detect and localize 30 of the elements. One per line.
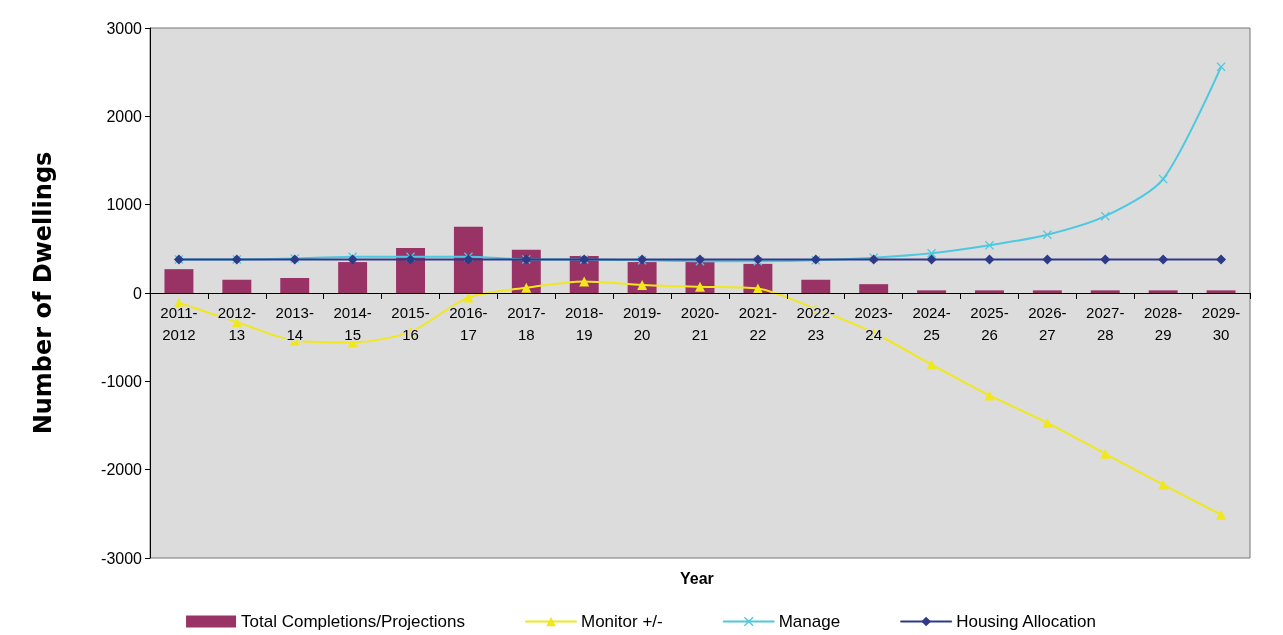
x-axis-title: Year — [680, 569, 714, 587]
legend-label: Total Completions/Projections — [241, 612, 465, 631]
legend-label: Monitor +/- — [580, 612, 663, 631]
x-tick-label: 2011-2012 — [160, 303, 198, 343]
x-tick-label: 2014-15 — [333, 303, 372, 343]
y-axis-title: Number of Dwellings — [29, 151, 57, 435]
x-tick-label: 2018-19 — [565, 303, 604, 343]
y-tick-label: 2000 — [106, 107, 143, 125]
legend-label: Housing Allocation — [956, 612, 1097, 631]
x-tick-label: 2020-21 — [680, 303, 720, 343]
x-tick-label: 2028-29 — [1143, 303, 1183, 343]
y-tick-label: -3000 — [101, 549, 143, 567]
y-tick-label: 3000 — [106, 19, 143, 37]
x-tick-label: 2026-27 — [1028, 303, 1067, 343]
x-tick-label: 2017-18 — [507, 303, 546, 343]
x-tick-label: 2021-22 — [738, 303, 778, 343]
x-tick-label: 2016-17 — [449, 303, 488, 343]
x-tick-label: 2024-25 — [912, 303, 951, 343]
x-tick-label: 2027-28 — [1086, 303, 1125, 343]
x-tick-label: 2025-26 — [970, 303, 1009, 343]
x-tick-label: 2023-24 — [854, 303, 893, 343]
y-tick-label: 1000 — [106, 196, 143, 214]
y-tick-label: -1000 — [101, 372, 143, 390]
x-tick-label: 2029-30 — [1201, 303, 1241, 343]
y-tick-label: -2000 — [101, 461, 143, 479]
legend-label: Manage — [778, 612, 841, 631]
y-tick-label: 0 — [133, 284, 143, 302]
x-tick-label: 2013-14 — [275, 303, 314, 343]
x-tick-label: 2012-13 — [217, 303, 257, 343]
x-tick-label: 2019-20 — [622, 303, 662, 343]
